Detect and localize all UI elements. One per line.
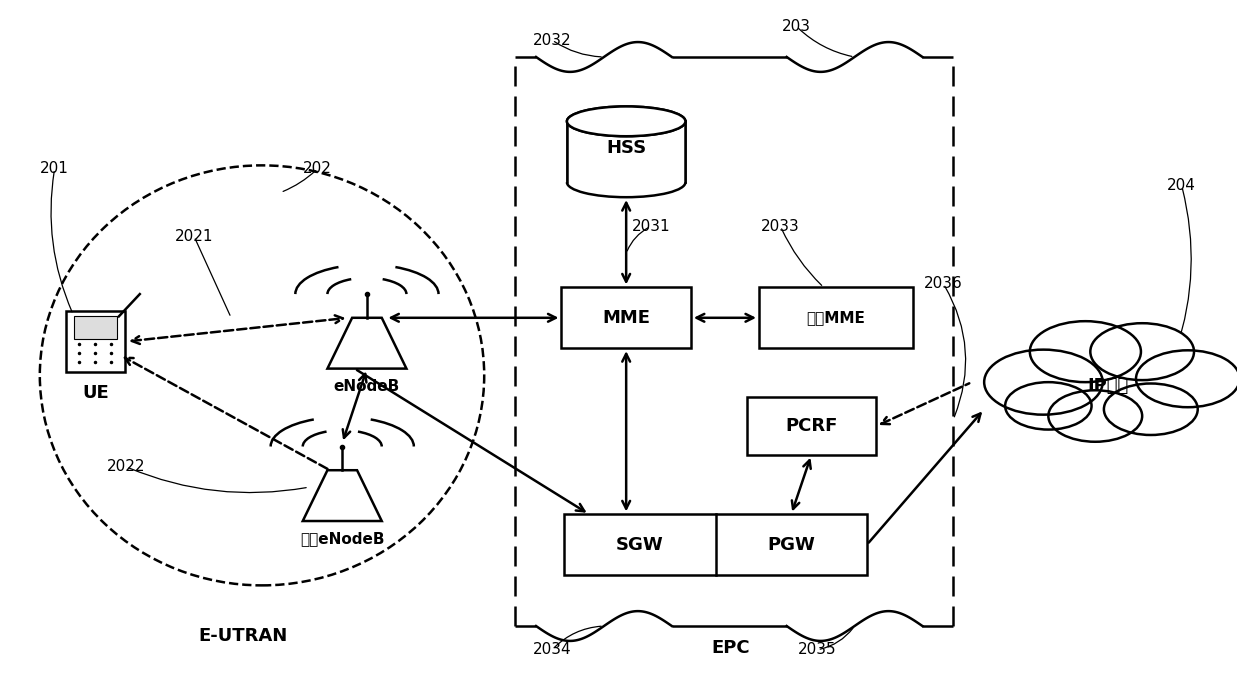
- Text: 2032: 2032: [533, 33, 572, 48]
- Circle shape: [985, 350, 1102, 415]
- Circle shape: [1090, 323, 1194, 380]
- Text: UE: UE: [82, 384, 109, 402]
- Text: 2034: 2034: [533, 642, 572, 657]
- Polygon shape: [303, 470, 382, 521]
- Bar: [564, 514, 867, 575]
- Circle shape: [1136, 350, 1240, 407]
- Text: 201: 201: [40, 161, 69, 176]
- Circle shape: [1048, 390, 1142, 442]
- Text: SGW: SGW: [616, 535, 663, 554]
- Text: EPC: EPC: [712, 639, 750, 657]
- Bar: [567, 122, 686, 182]
- Text: MME: MME: [603, 309, 650, 326]
- Ellipse shape: [567, 107, 686, 136]
- Text: PCRF: PCRF: [785, 417, 837, 435]
- Text: 202: 202: [303, 161, 332, 176]
- Text: 2035: 2035: [799, 642, 837, 657]
- Text: 204: 204: [1167, 178, 1197, 193]
- Text: 2033: 2033: [761, 219, 800, 234]
- Text: PGW: PGW: [768, 535, 815, 554]
- Text: 2021: 2021: [175, 229, 213, 244]
- Bar: [746, 398, 877, 455]
- Bar: [74, 316, 117, 339]
- Circle shape: [1030, 321, 1141, 382]
- Text: 2036: 2036: [924, 277, 962, 292]
- Ellipse shape: [567, 107, 686, 136]
- Text: IP业务: IP业务: [1087, 376, 1128, 395]
- Text: HSS: HSS: [606, 139, 646, 157]
- Ellipse shape: [567, 167, 686, 197]
- Text: 其它eNodeB: 其它eNodeB: [300, 531, 384, 546]
- Text: eNodeB: eNodeB: [334, 379, 401, 394]
- Circle shape: [1104, 383, 1198, 435]
- Bar: [759, 288, 913, 348]
- Text: E-UTRAN: E-UTRAN: [198, 627, 288, 645]
- Text: 203: 203: [782, 19, 811, 34]
- Text: 2031: 2031: [631, 219, 670, 234]
- Text: 其它MME: 其它MME: [806, 310, 866, 325]
- Polygon shape: [327, 318, 407, 369]
- Bar: [66, 311, 125, 372]
- Bar: [562, 288, 691, 348]
- Circle shape: [1006, 382, 1091, 430]
- Text: 2022: 2022: [107, 460, 145, 474]
